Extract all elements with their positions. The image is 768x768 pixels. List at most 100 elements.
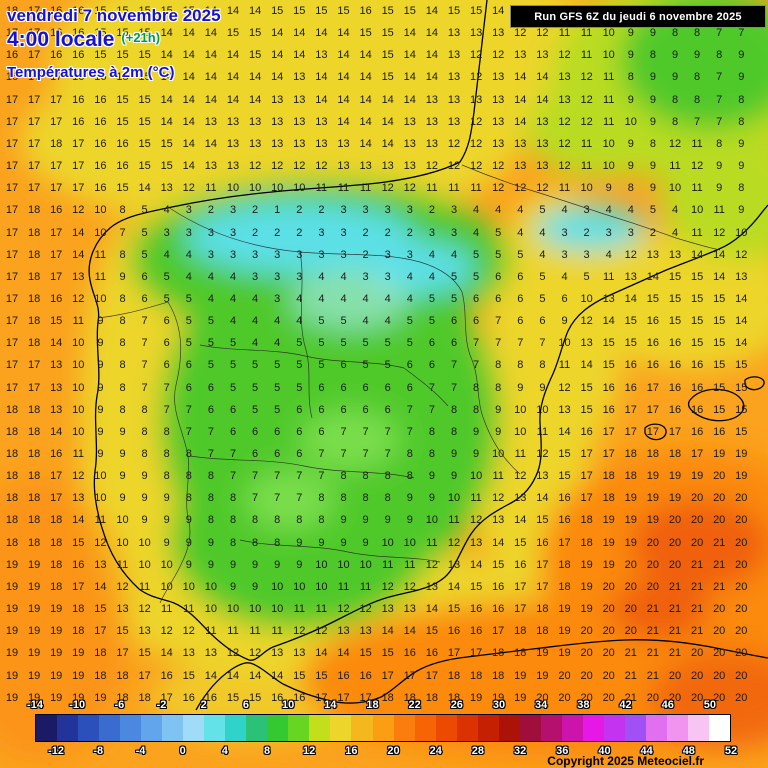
temp-value: 14 — [337, 27, 350, 40]
temp-value: 2 — [406, 226, 413, 239]
temp-value: 3 — [605, 226, 612, 239]
temp-value: 10 — [403, 536, 416, 549]
forecast-time: 4:00 locale (+21h) — [7, 28, 160, 52]
temp-value: 19 — [602, 536, 615, 549]
scale-tick-label: 24 — [429, 745, 442, 757]
temp-value: 6 — [406, 359, 413, 372]
temp-value: 17 — [27, 93, 41, 106]
temp-value: 10 — [160, 558, 173, 571]
temp-value: 9 — [296, 558, 303, 571]
temp-value: 5 — [495, 226, 502, 239]
temp-value: 9 — [473, 448, 480, 460]
temp-value: 7 — [252, 470, 259, 483]
temp-value: 14 — [381, 115, 394, 128]
temp-value: 20 — [713, 669, 726, 682]
temp-value: 16 — [425, 647, 439, 660]
temp-value: 3 — [207, 226, 214, 239]
temp-value: 13 — [315, 49, 328, 62]
temp-value: 17 — [50, 182, 63, 195]
temp-value: 11 — [691, 137, 703, 150]
temp-value: 18 — [668, 448, 682, 460]
temp-value: 18 — [580, 536, 593, 549]
temp-value: 14 — [381, 137, 394, 150]
temp-value: 10 — [514, 403, 527, 416]
temp-value: 18 — [50, 536, 63, 549]
temp-value: 6 — [340, 403, 347, 416]
temp-value: 8 — [119, 403, 126, 416]
temp-value: 18 — [27, 292, 41, 305]
temp-value: 17 — [514, 603, 527, 616]
scale-tick-label: 52 — [724, 745, 738, 757]
temp-value: 3 — [207, 248, 214, 261]
temp-value: 10 — [469, 470, 483, 483]
temp-value: 12 — [160, 625, 173, 638]
temp-value: 11 — [691, 226, 703, 239]
temp-value: 7 — [362, 448, 369, 460]
coastline-iberia — [88, 0, 768, 661]
temp-value: 11 — [359, 580, 372, 593]
temp-value: 19 — [94, 691, 107, 704]
temp-value: 5 — [185, 315, 192, 328]
temp-value: 8 — [252, 536, 259, 549]
temp-value: 8 — [362, 492, 369, 505]
temp-value: 3 — [561, 248, 568, 261]
temp-value: 15 — [558, 470, 571, 483]
scale-tick-label: 26 — [450, 699, 463, 711]
temp-value: 3 — [318, 226, 325, 239]
temp-value: 20 — [735, 603, 748, 616]
temp-value: 18 — [138, 691, 151, 704]
temp-value: 15 — [248, 691, 262, 704]
temp-value: 10 — [204, 603, 218, 616]
temp-value: 7 — [340, 448, 347, 460]
temp-value: 9 — [694, 49, 701, 62]
temp-value: 2 — [583, 226, 590, 239]
temp-value: 7 — [406, 425, 413, 438]
temp-value: 21 — [646, 669, 660, 682]
temp-value: 2 — [428, 204, 435, 217]
temp-value: 19 — [646, 514, 660, 527]
temp-value: 13 — [204, 160, 218, 173]
temp-value: 4 — [671, 226, 679, 239]
temp-value: 20 — [602, 669, 615, 682]
scale-tick-label: 12 — [303, 745, 316, 757]
scale-tick-label: -4 — [135, 745, 146, 757]
temp-value: 16 — [558, 514, 571, 527]
temp-value: 11 — [337, 580, 350, 593]
temp-value: 12 — [182, 625, 195, 638]
temp-value: 8 — [694, 71, 701, 84]
temp-value: 13 — [514, 160, 527, 173]
temp-value: 11 — [602, 270, 615, 283]
temp-value: 3 — [362, 270, 369, 283]
temp-value: 9 — [473, 425, 480, 438]
temp-value: 2 — [362, 248, 369, 261]
temp-value: 10 — [72, 425, 85, 438]
scale-tick-label: 10 — [281, 699, 295, 711]
temp-value: 13 — [248, 137, 262, 150]
temp-value: 18 — [602, 470, 615, 483]
scale-tick-label: 6 — [242, 699, 249, 711]
temp-region — [300, 410, 400, 470]
temp-value: 20 — [580, 669, 593, 682]
temp-value: 11 — [72, 448, 84, 460]
temp-value: 18 — [27, 270, 41, 283]
temp-value: 18 — [646, 448, 660, 460]
temp-value: 3 — [252, 270, 259, 283]
scale-tick-label: 0 — [179, 745, 186, 757]
temp-value: 17 — [50, 115, 63, 128]
temp-value: 11 — [536, 425, 549, 438]
admin-border — [239, 539, 441, 563]
temp-value: 13 — [536, 115, 549, 128]
temp-value: 17 — [602, 425, 615, 438]
temp-value: 5 — [296, 337, 303, 350]
temp-value: 9 — [97, 359, 104, 372]
temp-value: 6 — [406, 381, 413, 394]
temp-value: 8 — [738, 115, 745, 128]
temp-value: 6 — [318, 381, 325, 394]
temp-value: 8 — [428, 448, 435, 460]
temp-value: 8 — [495, 381, 502, 394]
temp-value: 17 — [381, 669, 394, 682]
temp-value: 13 — [94, 558, 107, 571]
temp-value: 16 — [5, 49, 19, 62]
temp-value: 18 — [580, 514, 593, 527]
